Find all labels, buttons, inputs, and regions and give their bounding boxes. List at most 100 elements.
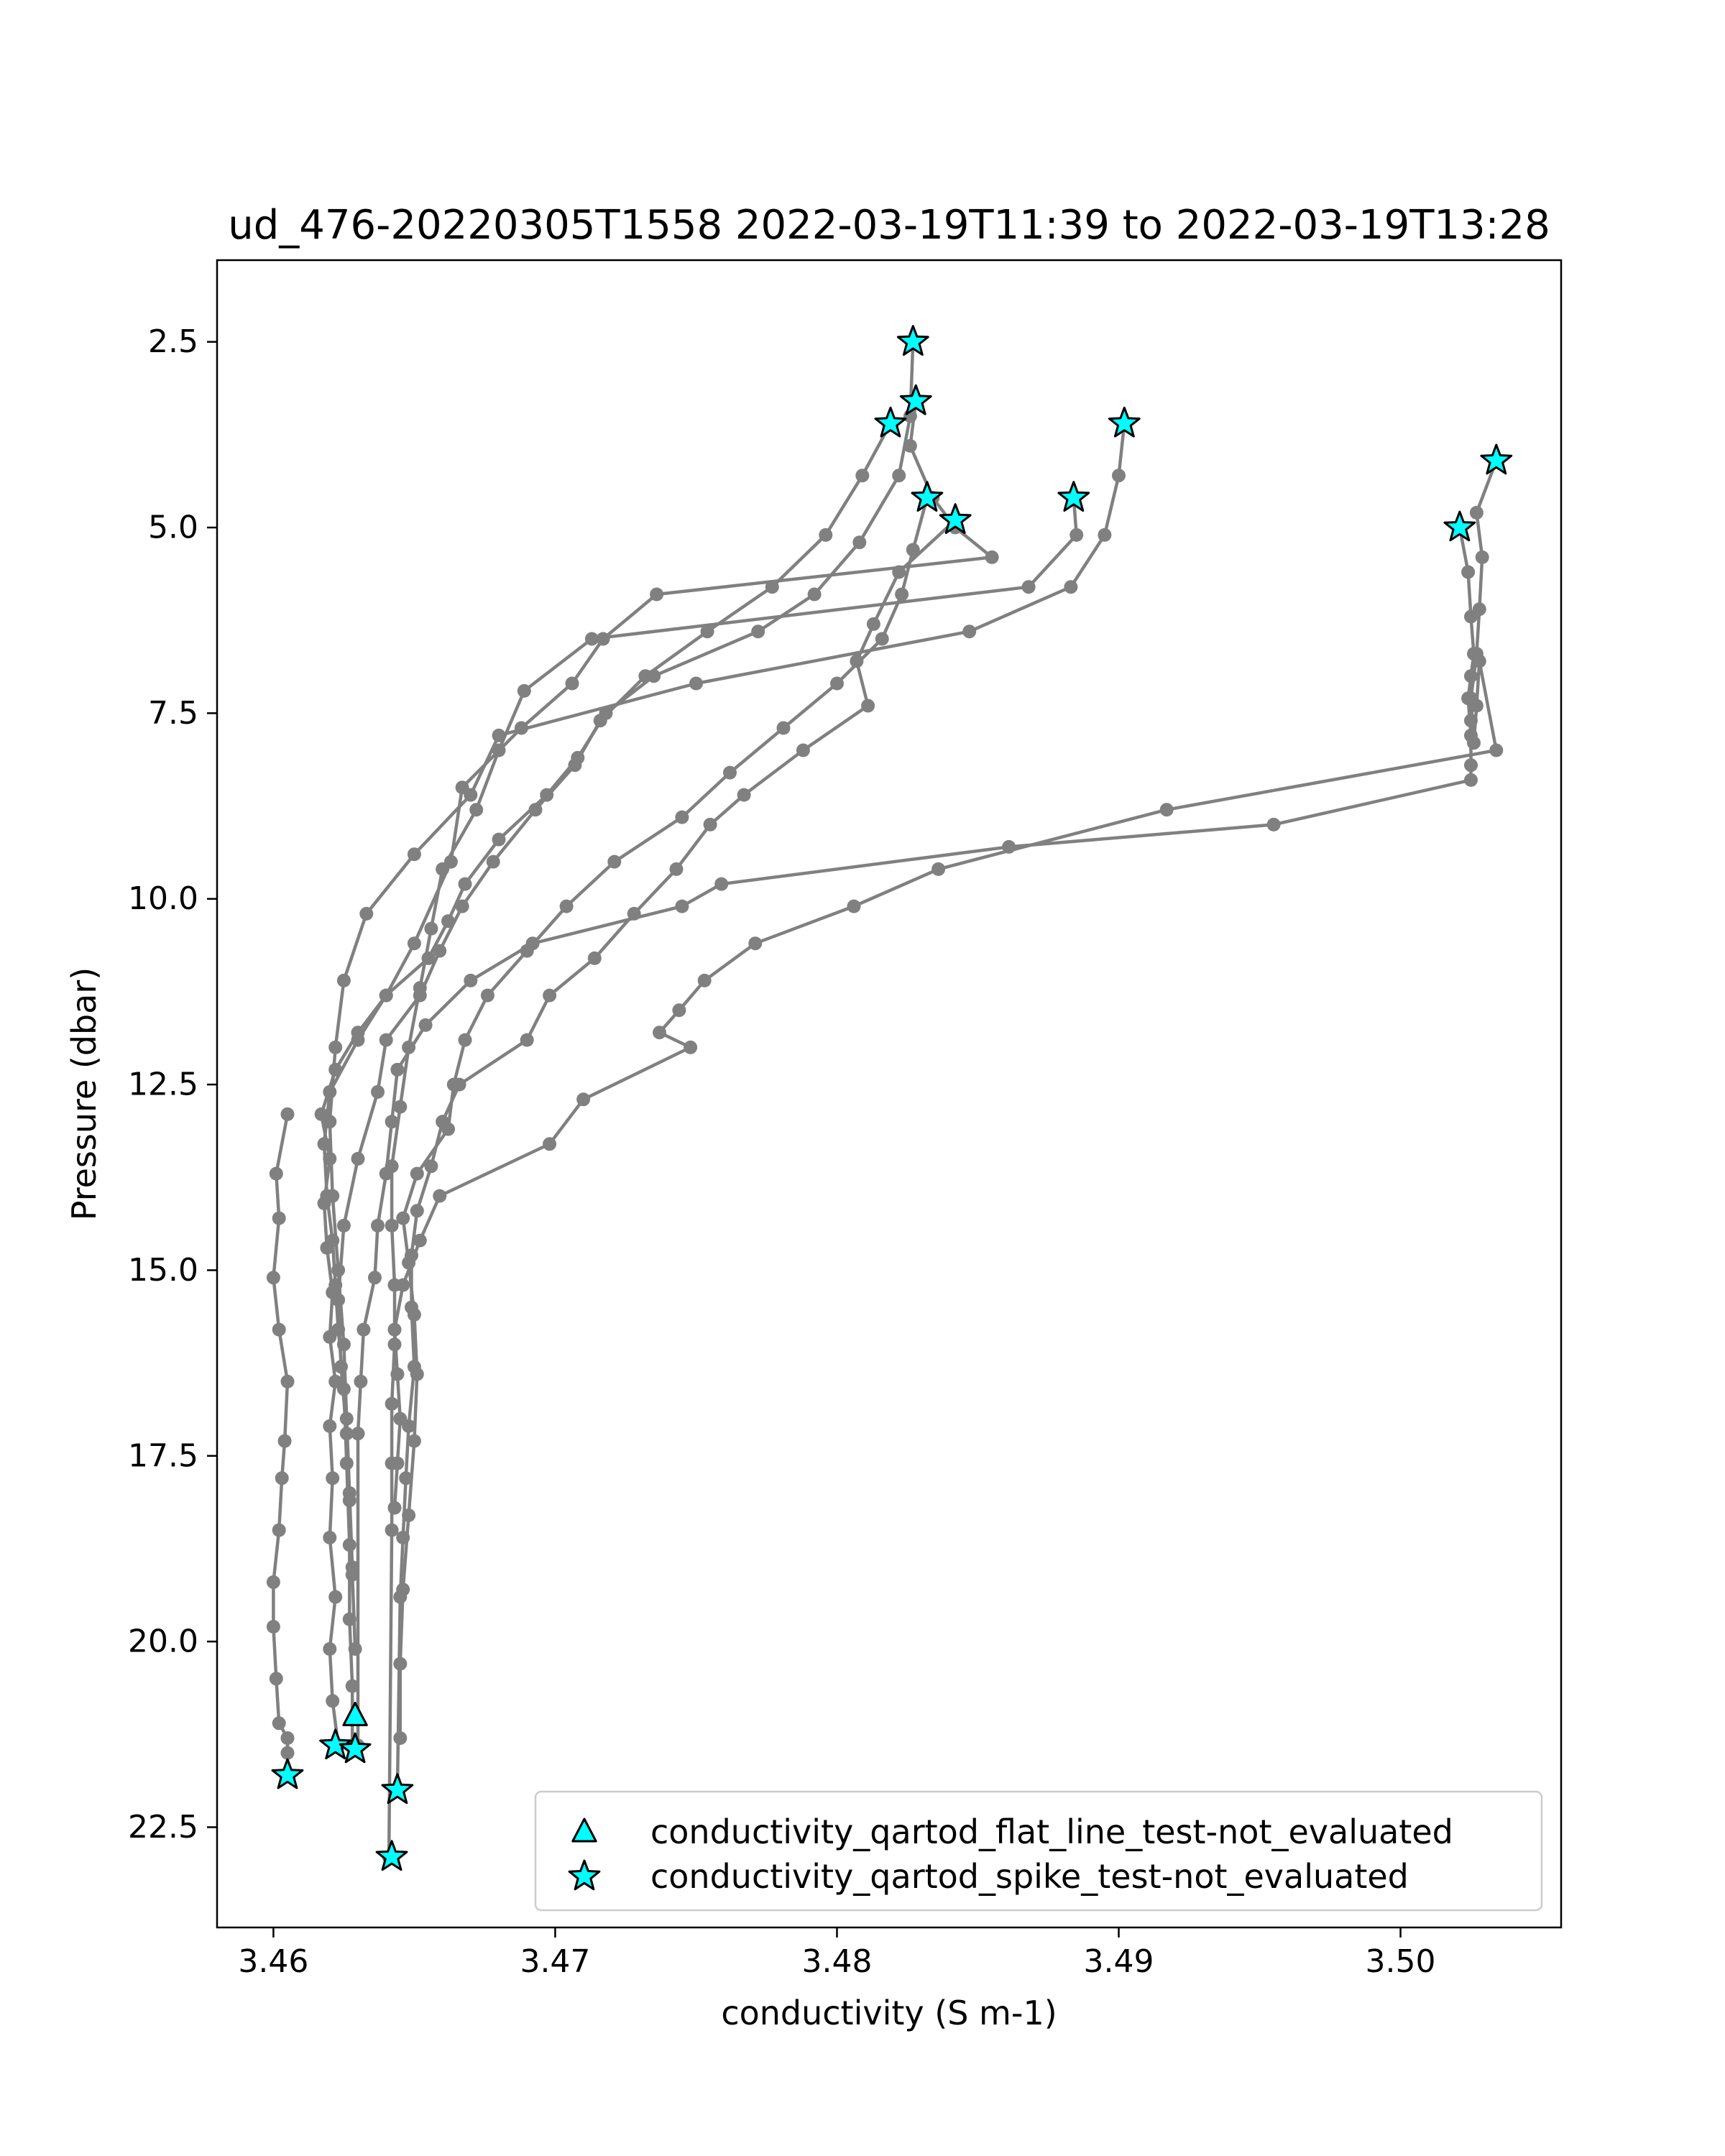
profile-point bbox=[675, 810, 689, 824]
profile-point bbox=[331, 1263, 346, 1277]
profile-point bbox=[280, 1374, 295, 1388]
profile-point bbox=[328, 1590, 343, 1604]
profile-point bbox=[396, 1211, 410, 1225]
profile-point bbox=[326, 1694, 340, 1708]
profile-point bbox=[543, 988, 557, 1003]
flagged-triangle-marker bbox=[342, 1702, 368, 1726]
profile-point bbox=[672, 1003, 686, 1018]
profile-point bbox=[269, 1166, 283, 1181]
profile-point bbox=[596, 632, 610, 646]
profile-point bbox=[328, 1062, 343, 1077]
flagged-star-marker bbox=[874, 406, 907, 438]
profile-point bbox=[776, 721, 791, 735]
flagged-star-marker bbox=[381, 1773, 414, 1805]
flagged-star-marker bbox=[271, 1758, 304, 1789]
profile-point bbox=[607, 854, 622, 869]
profile-point bbox=[390, 1062, 405, 1077]
profile-point bbox=[540, 788, 554, 802]
profile-point bbox=[323, 1115, 337, 1129]
profile-point bbox=[331, 1322, 346, 1337]
legend-marker-spike bbox=[568, 1859, 601, 1891]
profile-point bbox=[892, 469, 906, 483]
profile-point bbox=[339, 1411, 354, 1426]
profile-point bbox=[1489, 743, 1504, 757]
y-tick-label: 15.0 bbox=[128, 1252, 198, 1289]
profile-point bbox=[458, 1033, 472, 1047]
legend-star-icon bbox=[568, 1859, 601, 1891]
profile-point bbox=[323, 1419, 337, 1433]
profile-point bbox=[342, 1538, 356, 1552]
profile-point bbox=[855, 469, 870, 483]
flagged-star-marker bbox=[899, 384, 932, 415]
profile-point bbox=[433, 1189, 447, 1203]
profile-point bbox=[323, 1531, 337, 1544]
profile-point bbox=[385, 1115, 399, 1129]
profile-point bbox=[266, 1271, 280, 1285]
y-axis: 2.5 5.0 7.5 10.0 12.5 15.0 17.5 20.0 22.5 bbox=[128, 323, 217, 1846]
profile-point bbox=[331, 1293, 346, 1307]
profile-point bbox=[1112, 469, 1126, 483]
profile-point bbox=[385, 1396, 399, 1411]
x-tick-label: 3.47 bbox=[520, 1943, 590, 1980]
flagged-star-marker bbox=[1480, 443, 1513, 475]
profile-point bbox=[390, 1456, 405, 1470]
profile-point bbox=[892, 565, 906, 579]
profile-point bbox=[627, 906, 641, 921]
profile-point bbox=[675, 899, 689, 913]
profile-point bbox=[323, 1084, 337, 1099]
profile-point bbox=[895, 587, 909, 602]
profile-point bbox=[850, 654, 864, 668]
profile-point bbox=[1266, 817, 1281, 831]
profile-point bbox=[348, 1642, 362, 1656]
profile-point bbox=[421, 951, 436, 965]
x-axis-label: conductivity (S m-1) bbox=[721, 1994, 1057, 2032]
flagged-star-marker bbox=[911, 481, 944, 512]
profile-point bbox=[326, 1233, 340, 1248]
y-tick-label: 10.0 bbox=[128, 880, 198, 917]
chart-title: ud_476-20220305T1558 2022-03-19T11:39 to… bbox=[228, 202, 1550, 249]
profile-point bbox=[1070, 528, 1084, 542]
profile-point bbox=[1021, 580, 1036, 594]
profile-point bbox=[906, 543, 920, 557]
profile-point bbox=[807, 587, 822, 602]
profile-point bbox=[985, 550, 999, 564]
profile-point bbox=[653, 1026, 666, 1040]
y-tick-label: 17.5 bbox=[128, 1437, 198, 1474]
profile-point bbox=[1464, 728, 1478, 742]
profile-point bbox=[393, 1731, 408, 1745]
profile-point bbox=[1064, 580, 1078, 594]
profile-point bbox=[464, 973, 478, 987]
profile-point bbox=[576, 1092, 591, 1107]
profile-point bbox=[748, 936, 763, 951]
profile-point bbox=[280, 1107, 295, 1121]
x-tick-label: 3.49 bbox=[1084, 1943, 1154, 1980]
profile-point bbox=[875, 632, 889, 646]
profile-point bbox=[351, 1151, 365, 1166]
profile-point bbox=[559, 899, 574, 913]
legend-box bbox=[534, 1790, 1543, 1912]
profile-point bbox=[407, 1434, 421, 1448]
profile-point bbox=[379, 1033, 393, 1047]
x-tick-label: 3.48 bbox=[801, 1943, 872, 1980]
profile-point bbox=[393, 1590, 408, 1604]
profile-point bbox=[328, 1278, 343, 1292]
profile-point bbox=[819, 528, 833, 542]
flagged-star-marker bbox=[1443, 510, 1476, 542]
profile-point bbox=[480, 988, 494, 1003]
profile-point bbox=[266, 1575, 280, 1589]
profile-point bbox=[458, 877, 472, 891]
profile-points bbox=[266, 335, 1504, 1864]
profile-point bbox=[737, 788, 751, 802]
profile-point bbox=[396, 1531, 410, 1544]
profile-point bbox=[351, 1033, 365, 1047]
flagged-points bbox=[271, 325, 1513, 1871]
profile-point bbox=[514, 721, 528, 735]
profile-point bbox=[336, 1218, 351, 1233]
profile-point bbox=[418, 1018, 433, 1032]
profile-point bbox=[455, 899, 469, 913]
profile-point bbox=[336, 1337, 351, 1352]
profile-point bbox=[342, 1612, 356, 1626]
profile-point bbox=[587, 951, 602, 965]
profile-point bbox=[1464, 773, 1478, 787]
